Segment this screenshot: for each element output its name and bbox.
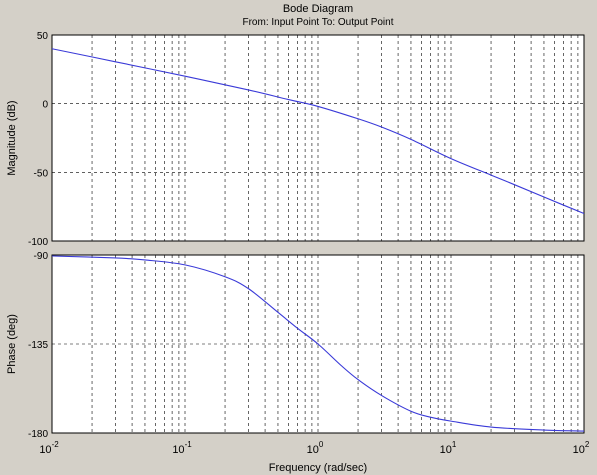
- phase-ytick-label: -180: [28, 429, 48, 440]
- phase-ytick-label: -90: [34, 251, 49, 262]
- x-axis-label: Frequency (rad/sec): [269, 462, 367, 474]
- xtick-label: 101: [440, 440, 457, 456]
- phase-axes-frame: [51, 254, 585, 434]
- magnitude-ytick-label: -100: [28, 237, 48, 248]
- magnitude-axes-frame: [51, 34, 585, 242]
- magnitude-ytick-label: 0: [42, 100, 48, 111]
- phase-ytick-label: -135: [28, 340, 48, 351]
- chart-title: Bode Diagram: [283, 3, 353, 15]
- magnitude-ylabel: Magnitude (dB): [6, 100, 18, 175]
- phase-series-line: [51, 255, 585, 432]
- phase-ylabel: Phase (deg): [6, 314, 18, 374]
- magnitude-ytick-label: 50: [37, 31, 49, 42]
- magnitude-series-line: [51, 48, 585, 215]
- plot-area: 50 0 -50 -100 Magnitude (dB) -90 -135 -180 Phase…: [6, 31, 590, 456]
- xtick-label: 10-2: [39, 440, 59, 456]
- chart-subtitle: From: Input Point To: Output Point: [242, 17, 393, 28]
- xtick-label: 100: [307, 440, 324, 456]
- xtick-label: 102: [573, 440, 590, 456]
- xtick-label: 10-1: [172, 440, 192, 456]
- magnitude-ytick-label: -50: [34, 168, 49, 179]
